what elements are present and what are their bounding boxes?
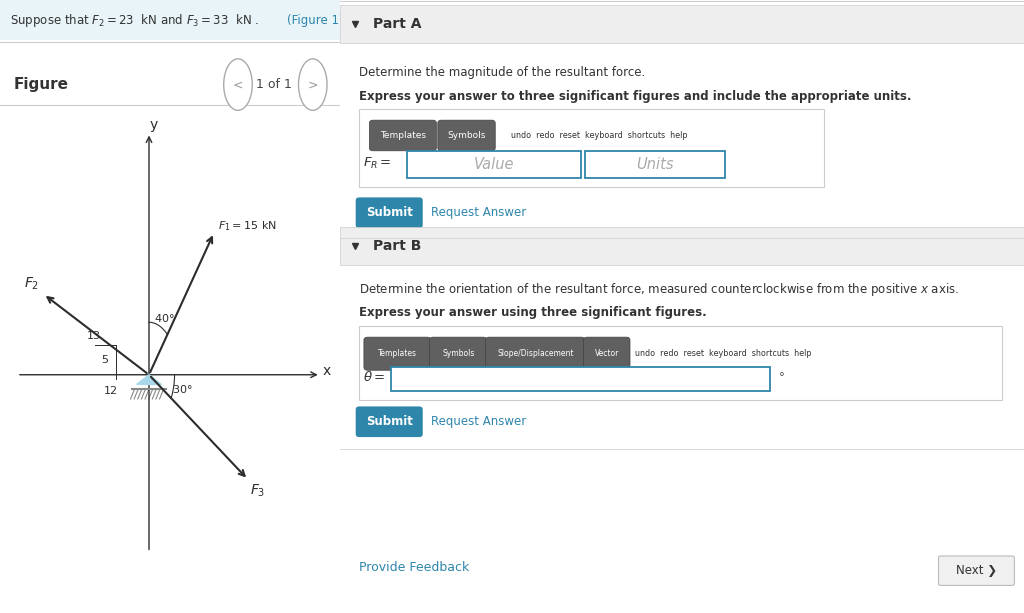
- FancyBboxPatch shape: [938, 556, 1015, 585]
- Text: $F_3$: $F_3$: [250, 482, 265, 498]
- Text: Submit: Submit: [366, 415, 413, 428]
- FancyBboxPatch shape: [355, 406, 423, 437]
- Text: Request Answer: Request Answer: [431, 206, 526, 219]
- FancyBboxPatch shape: [370, 120, 436, 151]
- FancyBboxPatch shape: [359, 326, 1002, 400]
- Text: 5: 5: [101, 356, 109, 365]
- FancyBboxPatch shape: [340, 227, 1024, 265]
- Text: Part B: Part B: [373, 239, 421, 253]
- Text: Value: Value: [474, 158, 514, 172]
- Text: Templates: Templates: [380, 131, 426, 140]
- Text: °: °: [779, 371, 785, 384]
- FancyBboxPatch shape: [407, 151, 582, 178]
- Text: Determine the orientation of the resultant force, measured counterclockwise from: Determine the orientation of the resulta…: [359, 281, 959, 298]
- Text: Part A: Part A: [373, 17, 421, 31]
- Text: Units: Units: [636, 158, 674, 172]
- FancyBboxPatch shape: [0, 0, 340, 40]
- Text: undo  redo  reset  keyboard  shortcuts  help: undo redo reset keyboard shortcuts help: [635, 349, 811, 358]
- FancyBboxPatch shape: [585, 151, 725, 178]
- Text: 13: 13: [86, 331, 100, 341]
- Text: Request Answer: Request Answer: [431, 415, 526, 428]
- FancyBboxPatch shape: [364, 337, 431, 370]
- FancyBboxPatch shape: [359, 109, 824, 187]
- Text: 1 of 1: 1 of 1: [256, 78, 292, 91]
- Polygon shape: [136, 375, 162, 384]
- Text: $F_R =$: $F_R =$: [362, 156, 391, 170]
- Text: Express your answer to three significant figures and include the appropriate uni: Express your answer to three significant…: [359, 89, 911, 103]
- Text: $F_2$: $F_2$: [24, 276, 39, 292]
- Text: Symbols: Symbols: [447, 131, 485, 140]
- Text: Provide Feedback: Provide Feedback: [359, 560, 469, 574]
- Text: $30°$: $30°$: [172, 383, 193, 395]
- Text: Symbols: Symbols: [442, 349, 474, 358]
- FancyBboxPatch shape: [390, 367, 770, 391]
- Text: undo  redo  reset  keyboard  shortcuts  help: undo redo reset keyboard shortcuts help: [511, 131, 687, 140]
- Text: $\theta =$: $\theta =$: [362, 370, 385, 384]
- Text: Figure: Figure: [13, 77, 69, 92]
- Text: 12: 12: [104, 386, 118, 396]
- Text: $F_1 = 15$ kN: $F_1 = 15$ kN: [217, 219, 276, 233]
- Text: Vector: Vector: [595, 349, 618, 358]
- Text: y: y: [150, 118, 158, 132]
- Text: <: <: [232, 78, 244, 91]
- Text: Determine the magnitude of the resultant force.: Determine the magnitude of the resultant…: [359, 66, 645, 79]
- Text: Express your answer using three significant figures.: Express your answer using three signific…: [359, 306, 707, 319]
- Circle shape: [223, 59, 252, 110]
- Text: $40°$: $40°$: [155, 312, 175, 324]
- FancyBboxPatch shape: [485, 337, 585, 370]
- Text: (Figure 1): (Figure 1): [288, 13, 344, 27]
- Text: Suppose that $F_2 = 23$  kN and $F_3 = 33$  kN .: Suppose that $F_2 = 23$ kN and $F_3 = 33…: [10, 12, 260, 29]
- Text: x: x: [323, 364, 331, 378]
- FancyBboxPatch shape: [438, 120, 496, 151]
- Text: Next ❯: Next ❯: [955, 564, 996, 577]
- FancyBboxPatch shape: [355, 197, 423, 228]
- FancyBboxPatch shape: [340, 5, 1024, 43]
- Text: Slope/Displacement: Slope/Displacement: [497, 349, 573, 358]
- Text: Submit: Submit: [366, 206, 413, 219]
- FancyBboxPatch shape: [584, 337, 630, 370]
- FancyBboxPatch shape: [430, 337, 487, 370]
- Text: Templates: Templates: [378, 349, 417, 358]
- Circle shape: [298, 59, 327, 110]
- Text: >: >: [307, 78, 318, 91]
